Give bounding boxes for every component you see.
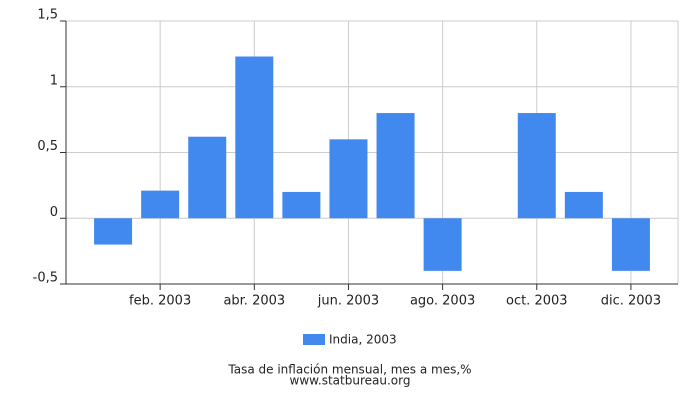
bar <box>564 191 603 219</box>
x-tick-label: jun. 2003 <box>317 294 379 309</box>
x-tick-label: dic. 2003 <box>601 294 661 309</box>
source: www.statbureau.org <box>290 374 411 388</box>
y-tick-label: 1,5 <box>37 8 58 23</box>
bar <box>423 218 462 271</box>
bar <box>282 191 321 219</box>
x-tick-label: abr. 2003 <box>223 294 285 309</box>
bar <box>611 218 650 271</box>
chart-title: Tasa de inflación mensual, mes a mes,% <box>227 363 471 377</box>
x-tick-label: oct. 2003 <box>506 294 568 309</box>
bar <box>188 136 227 219</box>
x-tick-label: ago. 2003 <box>410 294 475 309</box>
x-tick-label: feb. 2003 <box>129 294 191 309</box>
y-tick-label: 0 <box>50 205 58 220</box>
y-tick-label: -0,5 <box>33 271 58 286</box>
bar <box>376 113 415 219</box>
y-tick-label: 1 <box>50 73 58 88</box>
y-tick-label: 0,5 <box>37 139 58 154</box>
bar <box>141 190 180 219</box>
bar <box>94 218 133 245</box>
bar <box>517 113 556 219</box>
bar <box>235 56 274 219</box>
legend-swatch <box>303 334 325 345</box>
bar <box>329 139 368 219</box>
legend-label: India, 2003 <box>329 333 397 347</box>
